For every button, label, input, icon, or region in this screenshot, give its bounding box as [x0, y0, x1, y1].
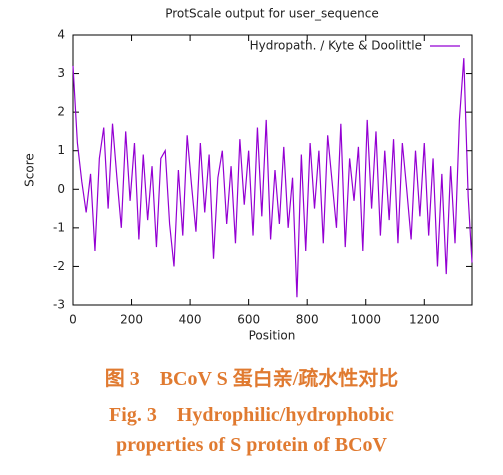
legend-label: Hydropath. / Kyte & Doolittle	[250, 39, 422, 53]
y-axis-label: Score	[23, 153, 37, 187]
x-tick-label: 0	[69, 313, 77, 327]
plot-frame	[72, 34, 473, 306]
y-tick-label: 0	[57, 182, 65, 196]
y-tick-label: 2	[57, 105, 65, 119]
x-tick-label: 600	[237, 313, 260, 327]
caption-line: properties of S protein of BCoV	[116, 434, 387, 456]
x-tick-label: 400	[179, 313, 202, 327]
x-axis-label: Position	[249, 329, 296, 343]
x-tick-label: 200	[120, 313, 143, 327]
y-tick-label: -1	[53, 220, 65, 234]
chart: ProtScale output for user_sequence Score…	[23, 7, 473, 343]
x-tick-label: 1200	[409, 313, 440, 327]
data-line	[72, 58, 473, 298]
caption-line: 图 3 BCoV S 蛋白亲/疏水性对比	[104, 368, 399, 390]
chart-title: ProtScale output for user_sequence	[165, 7, 379, 21]
x-tick-label: 800	[296, 313, 319, 327]
y-tick-label: 3	[57, 66, 65, 80]
y-tick-label: -3	[53, 298, 65, 312]
y-tick-label: 4	[57, 28, 65, 42]
y-tick-label: 1	[57, 143, 65, 157]
caption-line: Fig. 3 Hydrophilic/hydrophobic	[109, 404, 394, 426]
x-tick-label: 1000	[350, 313, 381, 327]
y-tick-label: -2	[53, 259, 65, 273]
